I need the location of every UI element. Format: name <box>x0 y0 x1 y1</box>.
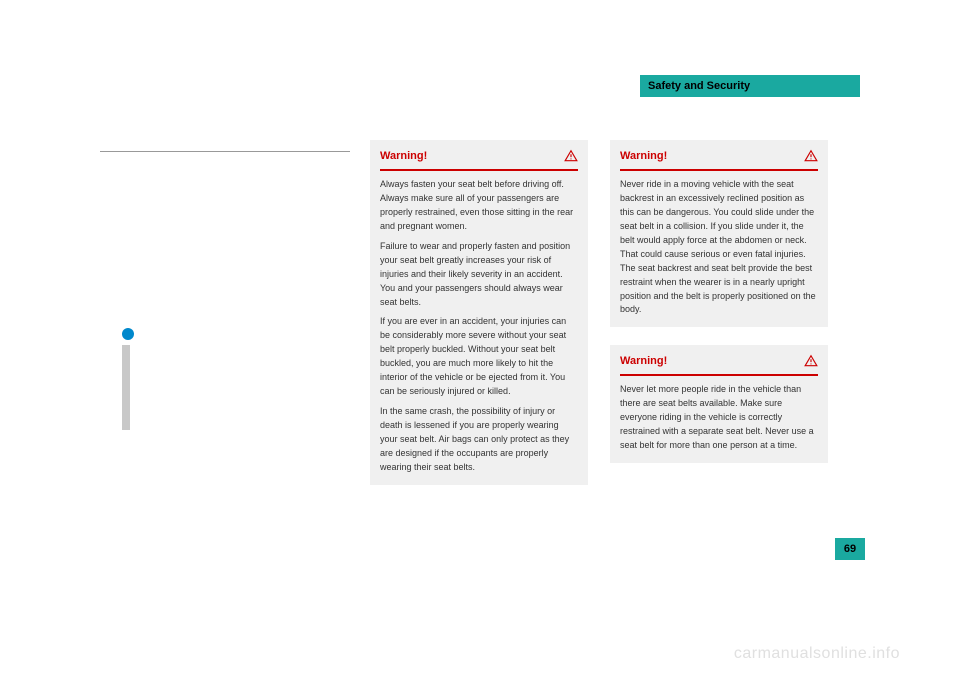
warning-title: Warning! <box>380 150 427 162</box>
warning-triangle-icon <box>804 149 818 163</box>
warning-body: Never let more people ride in the vehicl… <box>620 383 818 453</box>
warning-box-right-1: Warning! Never ride in a moving vehicle … <box>610 140 828 327</box>
page-number-box: 69 <box>835 538 865 560</box>
warning-triangle-icon <box>564 149 578 163</box>
section-header: Safety and Security <box>640 75 860 97</box>
warning-para: Never let more people ride in the vehicl… <box>620 383 818 453</box>
warning-para: In the same crash, the possibility of in… <box>380 405 578 475</box>
watermark-text: carmanualsonline.info <box>734 645 900 663</box>
warning-para: Failure to wear and properly fasten and … <box>380 240 578 310</box>
warning-body: Never ride in a moving vehicle with the … <box>620 178 818 317</box>
warning-header: Warning! <box>620 354 818 376</box>
warning-body: Always fasten your seat belt before driv… <box>380 178 578 475</box>
page-number: 69 <box>844 543 856 555</box>
warning-header: Warning! <box>380 149 578 171</box>
warning-triangle-icon <box>804 354 818 368</box>
warning-title: Warning! <box>620 355 667 367</box>
warning-box-right-2: Warning! Never let more people ride in t… <box>610 345 828 463</box>
warning-box-center: Warning! Always fasten your seat belt be… <box>370 140 588 485</box>
warning-header: Warning! <box>620 149 818 171</box>
warning-para: If you are ever in an accident, your inj… <box>380 315 578 399</box>
info-dot-icon <box>122 328 134 340</box>
divider-line <box>100 151 350 152</box>
warning-para: Never ride in a moving vehicle with the … <box>620 178 818 317</box>
side-grey-block <box>122 345 130 430</box>
section-title: Safety and Security <box>648 80 750 92</box>
manual-page: Safety and Security Warning! Always fast… <box>100 40 860 600</box>
warning-title: Warning! <box>620 150 667 162</box>
warning-para: Always fasten your seat belt before driv… <box>380 178 578 234</box>
